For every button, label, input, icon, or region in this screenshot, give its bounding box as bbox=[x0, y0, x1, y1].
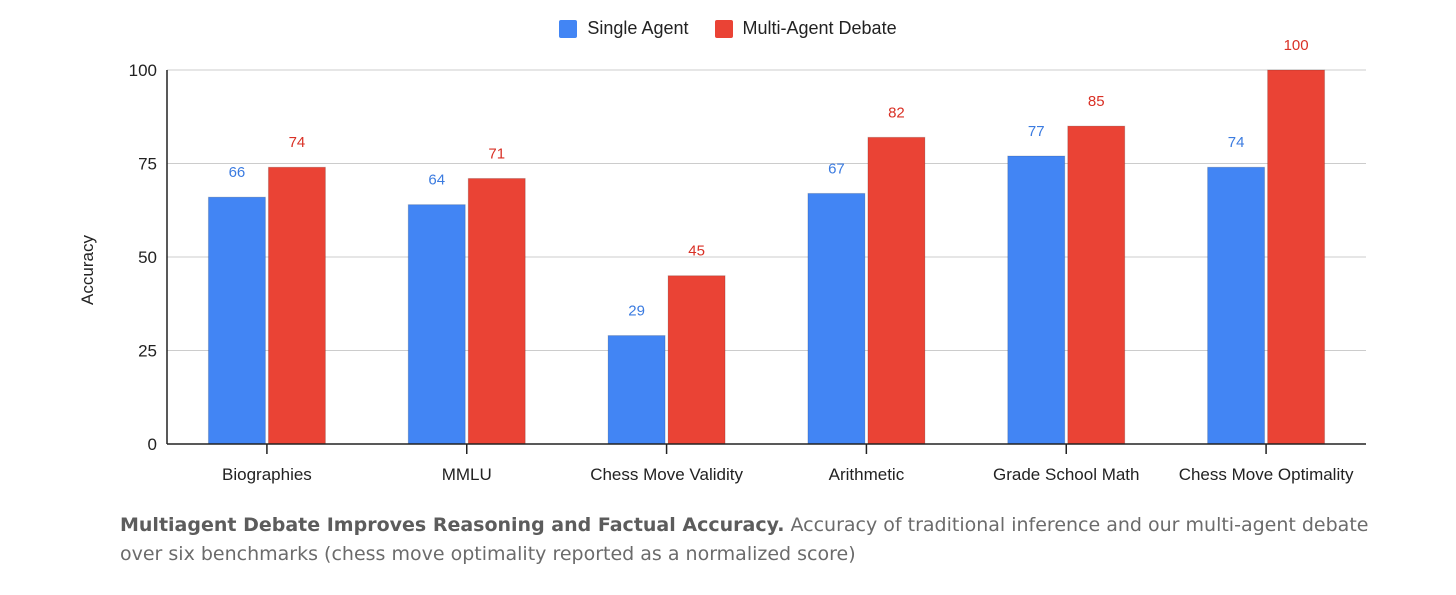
bar-single-agent bbox=[807, 192, 866, 445]
x-tick-label: Chess Move Validity bbox=[590, 465, 743, 484]
figure-caption: Multiagent Debate Improves Reasoning and… bbox=[120, 511, 1380, 569]
data-label: 74 bbox=[289, 134, 306, 151]
data-label: 85 bbox=[1088, 93, 1105, 110]
data-label: 71 bbox=[488, 145, 505, 162]
y-tick-label: 75 bbox=[138, 155, 157, 174]
bar-single-agent bbox=[207, 196, 266, 445]
y-axis-label: Accuracy bbox=[78, 235, 97, 305]
legend-swatch-single-agent bbox=[559, 19, 578, 38]
data-label: 100 bbox=[1284, 37, 1309, 54]
y-tick-labels: 0 25 50 75 100 bbox=[129, 61, 157, 454]
x-tick-label: Chess Move Optimality bbox=[1179, 465, 1354, 484]
legend-item-multi-agent-debate: Multi-Agent Debate bbox=[714, 18, 897, 39]
bar-single-agent bbox=[607, 335, 666, 445]
bar-multi-agent-debate bbox=[1067, 125, 1126, 445]
bar-multi-agent-debate bbox=[867, 136, 926, 445]
y-tick-label: 50 bbox=[138, 248, 157, 267]
data-label: 74 bbox=[1228, 134, 1245, 151]
bars bbox=[207, 69, 1326, 445]
legend: Single Agent Multi-Agent Debate bbox=[0, 18, 1456, 39]
y-tick-label: 0 bbox=[148, 435, 157, 454]
bar-multi-agent-debate bbox=[1267, 69, 1326, 445]
x-tick-label: Biographies bbox=[222, 465, 312, 484]
y-tick-label: 25 bbox=[138, 342, 157, 361]
data-label: 77 bbox=[1028, 123, 1045, 140]
x-axis: Biographies MMLU Chess Move Validity Arithm… bbox=[166, 70, 1366, 484]
caption-text: Accuracy of traditional inference and ou… bbox=[120, 514, 1369, 565]
data-label: 66 bbox=[229, 164, 246, 181]
x-tick-label: MMLU bbox=[442, 465, 492, 484]
data-label: 64 bbox=[428, 172, 445, 189]
bar-chart: 0 25 50 75 100 66 74 64 71 29 45 67 82 77 85 74 100 Bio… bbox=[78, 37, 1366, 484]
legend-item-single-agent: Single Agent bbox=[559, 18, 689, 39]
legend-swatch-multi-agent-debate bbox=[714, 19, 733, 38]
legend-label-multi-agent-debate: Multi-Agent Debate bbox=[742, 18, 897, 38]
grid-lines bbox=[167, 69, 1366, 351]
legend-label-single-agent: Single Agent bbox=[587, 18, 689, 38]
data-labels: 66 74 64 71 29 45 67 82 77 85 74 100 bbox=[229, 37, 1309, 320]
y-tick-label: 100 bbox=[129, 61, 157, 80]
bar-multi-agent-debate bbox=[467, 177, 526, 445]
bar-multi-agent-debate bbox=[267, 166, 326, 445]
bar-single-agent bbox=[1207, 166, 1266, 445]
x-tick-label: Arithmetic bbox=[829, 465, 905, 484]
data-label: 45 bbox=[688, 243, 705, 260]
bar-single-agent bbox=[1007, 155, 1066, 445]
bar-multi-agent-debate bbox=[667, 275, 726, 445]
data-label: 82 bbox=[888, 104, 905, 121]
caption-bold: Multiagent Debate Improves Reasoning and… bbox=[120, 514, 785, 536]
x-tick-label: Grade School Math bbox=[993, 465, 1139, 484]
bar-single-agent bbox=[407, 204, 466, 445]
data-label: 67 bbox=[828, 160, 845, 177]
data-label: 29 bbox=[628, 303, 645, 320]
